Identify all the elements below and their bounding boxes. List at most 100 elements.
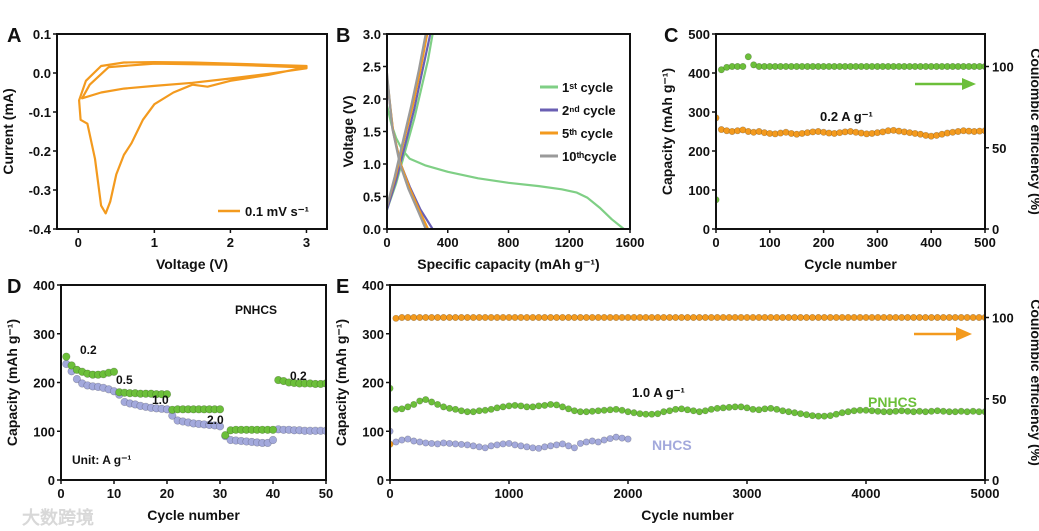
data-point-E-1 [487,405,495,413]
annotation: PNHCS [235,303,277,317]
data-point-E-1 [648,410,656,418]
data-point-E-0 [678,313,686,321]
panel-letter: C [664,25,678,47]
data-point-E-0 [660,313,668,321]
data-point-E-0 [445,313,453,321]
data-point-E-0 [719,313,727,321]
y2-tick-label: 0 [992,473,999,488]
data-point-E-1 [719,404,727,412]
data-point-E-2 [445,439,453,447]
annotation: 1.0 A g⁻¹ [632,385,685,400]
y-tick-label: 0.0 [33,66,51,81]
data-point-E-2 [440,439,448,447]
data-point-E-0 [838,313,846,321]
data-point-E-0 [457,313,465,321]
data-point-E-0 [636,313,644,321]
data-point-E-2 [511,441,519,449]
data-point-E-0 [410,313,418,321]
x-tick-label: 20 [160,486,174,501]
plot-area-C [716,53,985,204]
data-point-E-2 [570,444,578,452]
data-point-D-1 [162,390,172,399]
x-tick-label: 10 [107,486,121,501]
data-point-E-0 [505,313,513,321]
data-point-E-0 [826,313,834,321]
annotation: 1.0 [152,393,169,407]
data-point-E-0 [523,313,531,321]
series-line-B-3 [387,72,427,229]
data-point-E-0 [939,313,947,321]
data-point-E-2 [481,444,489,452]
data-point-E-1 [838,409,846,417]
y-tick-label: 400 [688,66,710,81]
data-point-E-0 [933,313,941,321]
data-point-E-2 [559,440,567,448]
data-point-E-1 [624,408,632,416]
y-tick-label: 300 [688,105,710,120]
y-tick-label: -0.3 [29,183,51,198]
data-point-E-1 [820,412,828,420]
data-point-E-1 [916,407,924,415]
data-point-E-2 [588,437,596,445]
data-point-E-2 [576,439,584,447]
data-point-C-1 [744,53,752,61]
data-point-E-0 [874,313,882,321]
y-axis-label: Current (mA) [0,88,16,174]
x-tick-label: 2 [227,235,234,250]
y-tick-label: 300 [33,327,55,342]
axes-frame-C [715,33,986,230]
y-axis-label: Capacity (mAh g⁻¹) [4,319,20,446]
data-point-E-0 [451,313,459,321]
y-tick-label: 0 [703,222,710,237]
data-point-E-0 [630,313,638,321]
data-point-E-0 [434,313,442,321]
data-point-D-1 [215,405,225,414]
data-point-D-1 [62,352,71,361]
y-tick-label: -0.1 [29,105,51,120]
data-point-E-2 [428,439,436,447]
data-point-E-0 [416,313,424,321]
data-point-E-0 [850,313,858,321]
data-point-E-1 [749,405,757,413]
x-tick-label: 50 [319,486,333,501]
data-point-D-1 [268,425,278,434]
x-tick-label: 2000 [614,486,643,501]
data-point-E-2 [624,435,632,443]
data-point-E-1 [826,412,834,420]
data-point-E-2 [517,442,525,450]
data-point-E-1 [392,405,400,413]
data-point-E-1 [475,407,483,415]
annotation: 0.2 A g⁻¹ [820,109,873,124]
data-point-E-2 [612,433,620,441]
data-point-E-2 [505,439,513,447]
data-point-E-0 [910,313,918,321]
data-point-E-1 [404,403,412,411]
data-point-E-0 [761,313,769,321]
data-point-E-0 [945,313,953,321]
data-point-E-1 [975,408,983,416]
data-point-E-1 [553,401,561,409]
plot-area-E [390,313,985,452]
data-point-E-0 [570,313,578,321]
data-point-E-2 [493,441,501,449]
x-tick-label: 400 [920,235,942,250]
annotation: NHCS [652,437,692,453]
data-point-E-1 [636,410,644,418]
data-point-E-1 [630,409,638,417]
data-point-E-0 [517,313,525,321]
data-point-E-2 [600,436,608,444]
data-point-E-0 [725,313,733,321]
data-point-E-0 [951,313,959,321]
data-point-E-1 [951,408,959,416]
x-tick-label: 500 [974,235,996,250]
data-point-E-1 [422,396,430,404]
data-point-D-1 [67,361,76,370]
plot-area-B [387,34,625,229]
plot-area-A [78,61,308,215]
x-tick-label: 400 [437,235,459,250]
data-point-E-2 [416,438,424,446]
y-tick-label: 0 [377,473,384,488]
data-point-E-0 [868,313,876,321]
data-point-E-1 [791,409,799,417]
data-point-E-0 [642,313,650,321]
